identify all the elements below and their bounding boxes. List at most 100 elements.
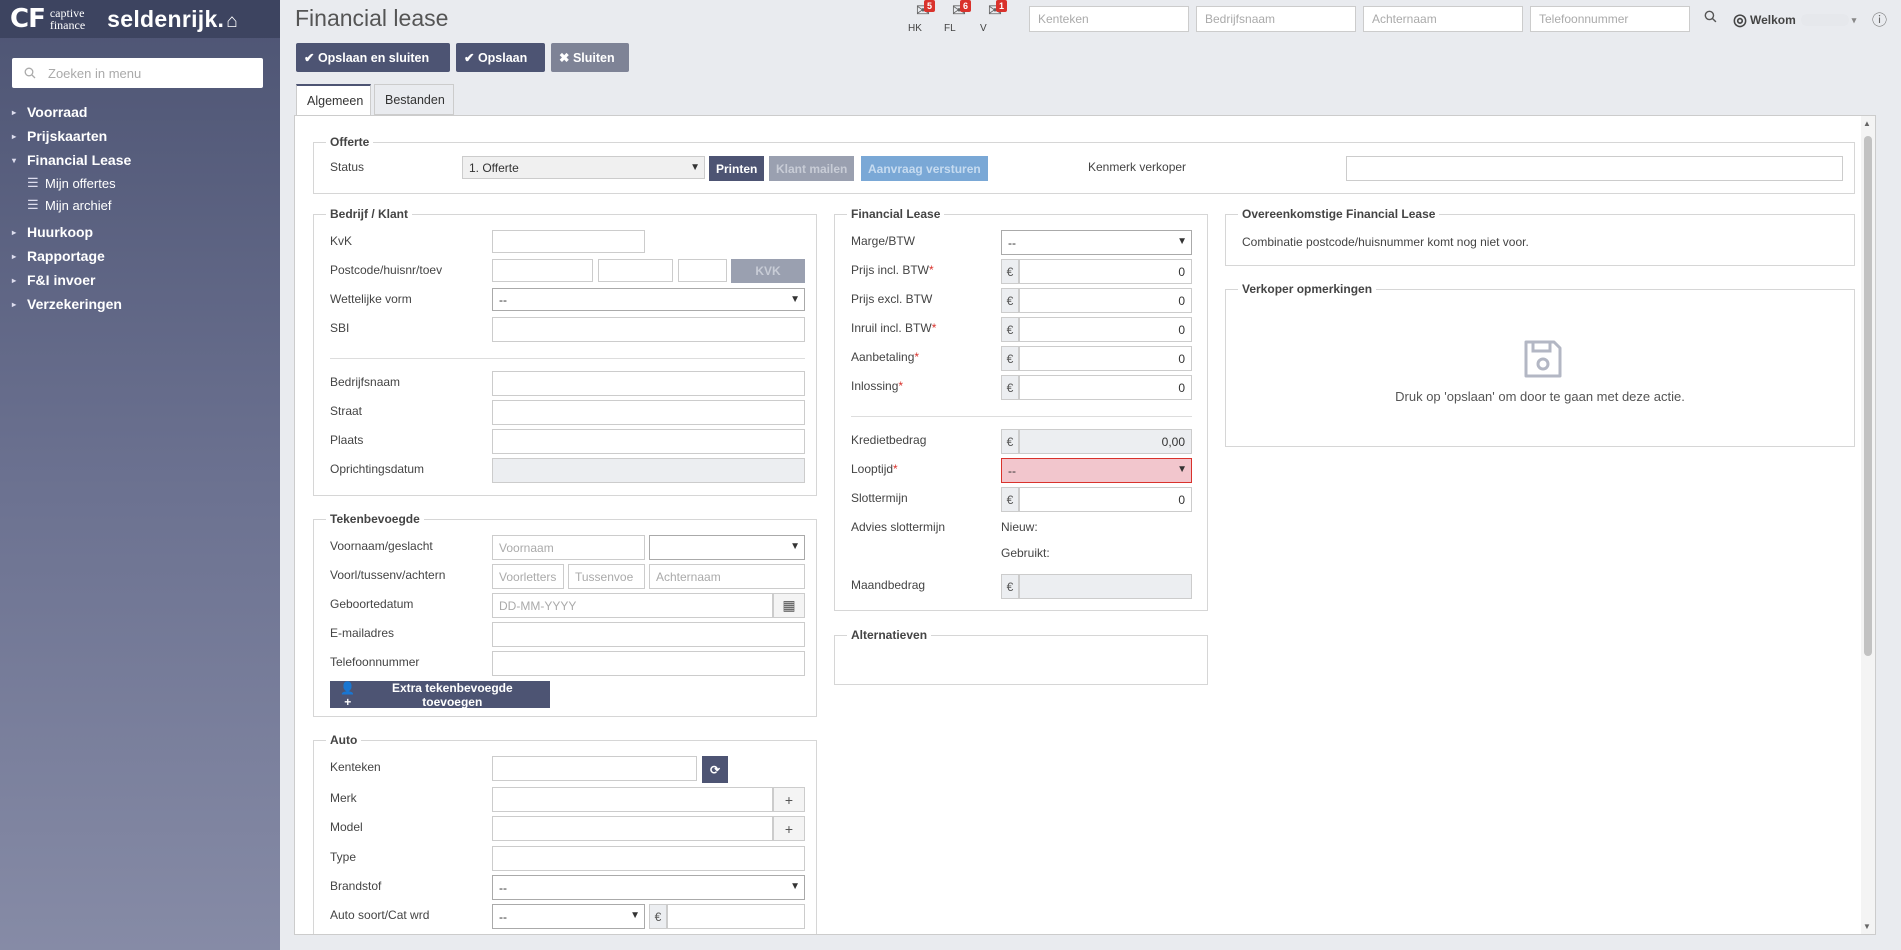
overeenkomstige-section: Overeenkomstige Financial Lease Combinat… [1225,207,1855,266]
verkoper-opmerkingen-section: Verkoper opmerkingen Druk op 'opslaan' o… [1225,282,1855,447]
menu-search[interactable] [12,58,263,88]
geslacht-select[interactable]: ▼ [649,535,805,560]
user-circle-icon: ◎ [1733,12,1747,29]
oprichtingsdatum-field [492,458,805,483]
add-signatory-button[interactable]: 👤+ Extra tekenbevoegde toevoegen [330,680,550,709]
verkoper-opmerkingen-legend: Verkoper opmerkingen [1238,282,1377,296]
user-menu[interactable]: ◎ Welkom ▾ [1733,12,1857,29]
huisnummer-field[interactable] [598,259,673,282]
sidebar-item-financial-lease[interactable]: ▾ Financial Lease [12,152,132,168]
cf-logo: CF [10,4,46,34]
telefoon-field[interactable] [492,651,805,676]
required-marker: * [914,350,920,364]
voorletters-field[interactable] [492,564,564,589]
alternatieven-legend: Alternatieven [847,628,932,642]
model-field[interactable] [492,816,773,841]
calendar-icon[interactable]: ▦ [773,593,805,618]
chevron-down-icon: ▼ [1177,464,1187,475]
euro-addon: € [1001,288,1019,313]
marge-btw-select[interactable]: -- ▼ [1001,230,1192,255]
sidebar-subitem-mijn-archief[interactable]: ☰ Mijn archief [27,197,112,213]
count-badge: 6 [960,0,972,12]
sidebar-item-verzekeringen[interactable]: ▸ Verzekeringen [12,296,122,312]
cat-waarde-field[interactable] [667,904,805,929]
scrollbar[interactable]: ▲ ▼ [1861,116,1875,934]
type-field[interactable] [492,846,805,871]
save-and-close-button[interactable]: ✔ Opslaan en sluiten [296,43,450,72]
postcode-field[interactable] [492,259,593,282]
help-icon[interactable]: ⓘ [1872,12,1888,29]
prijs-incl-btw-field[interactable] [1019,259,1192,284]
plus-icon[interactable]: + [773,816,805,841]
slottermijn-field[interactable] [1019,487,1192,512]
brandstof-select[interactable]: -- ▼ [492,875,805,900]
required-marker: * [931,321,937,335]
user-plus-icon: 👤+ [340,680,356,709]
header-search-kenteken[interactable] [1029,6,1189,32]
auto-section: Auto Kenteken ⟳ Merk + Model + Type Bran… [313,733,817,934]
sidebar-item-rapportage[interactable]: ▸ Rapportage [12,248,105,264]
inruil-field[interactable] [1019,317,1192,342]
chevron-down-icon: ▼ [790,881,800,892]
plaats-field[interactable] [492,429,805,454]
wettelijke-vorm-select[interactable]: -- ▼ [492,288,805,311]
captive-finance-logo: captive finance [49,6,86,32]
kvk-lookup-button[interactable]: KVK [731,259,805,283]
voornaam-field[interactable] [492,535,645,560]
euro-addon: € [1001,259,1019,284]
divider [330,358,805,359]
merk-field[interactable] [492,787,773,812]
send-request-button[interactable]: Aanvraag versturen [861,156,988,181]
menu-search-input[interactable] [48,65,248,81]
header-search-bedrijfsnaam[interactable] [1196,6,1356,32]
save-button[interactable]: ✔ Opslaan [456,43,545,72]
bedrijfsnaam-field[interactable] [492,371,805,396]
inlossing-field[interactable] [1019,375,1192,400]
sidebar-item-fi-invoer[interactable]: ▸ F&I invoer [12,272,96,288]
looptijd-select[interactable]: -- ▼ [1001,458,1192,483]
close-button[interactable]: ✖ Sluiten [551,43,629,72]
sidebar-item-voorraad[interactable]: ▸ Voorraad [12,104,88,120]
header-search-telefoonnummer[interactable] [1530,6,1690,32]
tab-bestanden[interactable]: Bestanden [374,84,454,115]
auto-soort-select[interactable]: -- ▼ [492,904,645,929]
straat-field[interactable] [492,400,805,425]
envelope-v[interactable]: ✉ 1 V [980,0,1010,34]
chevron-down-icon: ▼ [790,541,800,552]
kvk-field[interactable] [492,230,645,253]
count-badge: 1 [996,0,1008,12]
brand-name[interactable]: seldenrijk. ⌂ [107,5,239,32]
refresh-icon[interactable]: ⟳ [702,756,728,783]
prijs-excl-btw-field[interactable] [1019,288,1192,313]
home-icon[interactable]: ⌂ [226,10,239,32]
sidebar-item-prijskaarten[interactable]: ▸ Prijskaarten [12,128,108,144]
envelope-fl[interactable]: ✉ 6 FL [944,0,974,34]
sidebar-item-huurkoop[interactable]: ▸ Huurkoop [12,224,94,240]
tab-algemeen[interactable]: Algemeen [296,84,371,116]
print-button[interactable]: Printen [709,156,765,181]
toevoeging-field[interactable] [678,259,727,282]
mail-customer-button[interactable]: Klant mailen [769,156,855,181]
header-search-achternaam[interactable] [1363,6,1523,32]
sbi-field[interactable] [492,317,805,342]
sidebar-subitem-mijn-offertes[interactable]: ☰ Mijn offertes [27,175,116,191]
search-icon[interactable] [1704,10,1717,26]
geboortedatum-field[interactable] [492,593,773,618]
scroll-up-icon[interactable]: ▲ [1863,119,1871,128]
divider [851,416,1192,417]
page-title: Financial lease [295,5,449,31]
count-badge: 5 [924,0,936,12]
scroll-down-icon[interactable]: ▼ [1863,922,1871,931]
envelope-hk[interactable]: ✉ 5 HK [908,0,938,34]
achternaam-field[interactable] [649,564,805,589]
aanbetaling-field[interactable] [1019,346,1192,371]
caret-right-icon: ▸ [12,227,17,237]
email-field[interactable] [492,622,805,647]
plus-icon[interactable]: + [773,787,805,812]
caret-right-icon: ▸ [12,251,17,261]
kenteken-field[interactable] [492,756,697,781]
status-select[interactable]: 1. Offerte ▼ [462,156,705,179]
tussenvoegsel-field[interactable] [568,564,645,589]
scroll-thumb[interactable] [1864,136,1872,656]
kenmerk-verkoper-field[interactable] [1346,156,1843,181]
